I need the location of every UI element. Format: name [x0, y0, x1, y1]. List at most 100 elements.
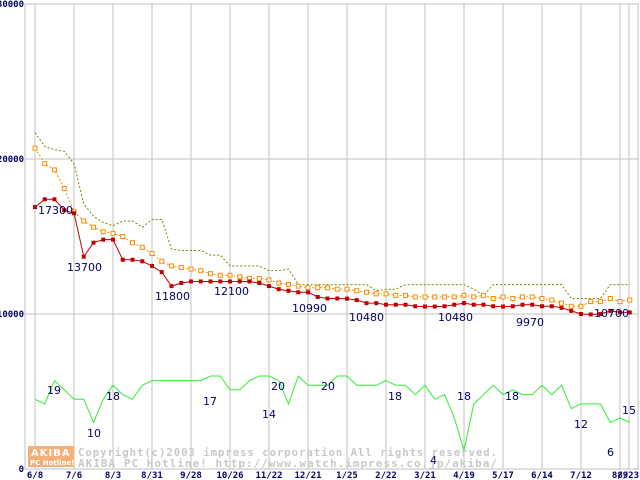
point-min — [481, 302, 486, 307]
point-min — [140, 259, 145, 264]
grid — [24, 3, 639, 470]
point-average — [520, 294, 525, 300]
copyright-text: Copyright(c)2003 impress corporation All… — [78, 446, 498, 459]
point-min — [267, 284, 271, 289]
point-average — [315, 285, 321, 291]
point-average — [237, 274, 243, 280]
x-tick-label: 9/28 — [180, 471, 202, 480]
x-tick-label: 5/17 — [492, 471, 514, 480]
point-average — [393, 292, 399, 298]
point-average — [208, 271, 213, 277]
point-min — [579, 312, 583, 316]
x-tick-label: 1/25 — [336, 471, 358, 480]
point-average — [100, 229, 106, 235]
point-min — [296, 290, 301, 295]
point-average — [461, 292, 467, 298]
point-min — [393, 302, 398, 307]
point-min — [345, 296, 349, 301]
point-min — [286, 288, 291, 293]
point-min — [540, 304, 544, 309]
data-label: 10700 — [594, 307, 629, 320]
data-label: 17 — [203, 395, 217, 408]
data-label: 19 — [47, 384, 61, 397]
point-min — [510, 304, 515, 309]
point-average — [149, 251, 155, 257]
point-min — [471, 302, 476, 307]
point-min — [618, 310, 622, 315]
data-label: 12 — [574, 418, 588, 431]
point-min — [306, 290, 310, 295]
point-min — [91, 240, 96, 245]
point-average — [159, 258, 165, 264]
point-average — [91, 224, 96, 230]
point-average — [510, 296, 516, 301]
point-min — [130, 257, 135, 262]
x-tick-label: 8/3 — [105, 471, 121, 480]
point-min — [423, 304, 427, 309]
point-average — [403, 292, 408, 298]
point-min — [462, 301, 466, 306]
data-label: 18 — [505, 390, 519, 403]
data-label: 10480 — [349, 311, 384, 324]
point-min — [81, 254, 86, 259]
data-label: 14 — [262, 408, 276, 421]
point-min — [501, 304, 505, 309]
data-label: 20 — [271, 380, 285, 393]
point-average — [568, 303, 574, 309]
point-min — [549, 304, 554, 309]
data-label: 4 — [430, 454, 437, 467]
point-average — [227, 272, 233, 278]
point-average — [217, 272, 223, 278]
point-average — [617, 299, 623, 305]
point-min — [325, 296, 330, 301]
point-min — [179, 281, 184, 285]
point-average — [32, 145, 38, 151]
point-min — [520, 302, 525, 307]
y-tick-label: 10000 — [0, 310, 24, 320]
point-min — [150, 263, 154, 268]
x-tick-label: 11/22 — [255, 471, 282, 480]
point-min — [208, 279, 213, 284]
point-average — [61, 185, 67, 191]
watermark: AKIBA PC Hotline! Copyright(c)2003 impre… — [28, 446, 498, 470]
x-tick-label: 6/8 — [27, 471, 43, 480]
point-average — [412, 294, 418, 300]
point-min — [159, 270, 164, 275]
x-tick-label: 10/26 — [216, 471, 243, 480]
point-average — [598, 299, 603, 305]
point-average — [364, 289, 369, 295]
point-min — [569, 308, 574, 313]
point-average — [42, 161, 48, 167]
data-label: 18 — [388, 390, 402, 403]
point-min — [257, 281, 262, 285]
point-min — [608, 308, 613, 313]
point-average — [120, 234, 126, 239]
point-min — [530, 302, 535, 307]
point-min — [111, 237, 115, 242]
point-min — [598, 312, 603, 316]
data-label: 10 — [87, 427, 101, 440]
point-average — [344, 286, 350, 292]
point-average — [422, 294, 428, 300]
x-tick-label: 8/31 — [141, 471, 163, 480]
data-label: 9970 — [516, 316, 544, 329]
point-average — [607, 296, 613, 301]
point-min — [120, 257, 125, 262]
point-min — [413, 304, 418, 309]
point-average — [110, 230, 116, 236]
data-label: 13700 — [67, 261, 102, 274]
point-average — [130, 240, 135, 246]
point-average — [481, 292, 486, 298]
point-min — [52, 197, 57, 202]
series-group — [32, 132, 633, 451]
x-tick-label: 12/21 — [294, 471, 321, 480]
point-min — [237, 279, 242, 284]
point-min — [198, 279, 203, 284]
point-min — [276, 287, 281, 292]
point-min — [403, 302, 408, 307]
point-average — [169, 263, 174, 269]
data-label: 17300 — [38, 204, 73, 217]
data-label: 10990 — [292, 302, 327, 315]
point-min — [247, 279, 252, 284]
